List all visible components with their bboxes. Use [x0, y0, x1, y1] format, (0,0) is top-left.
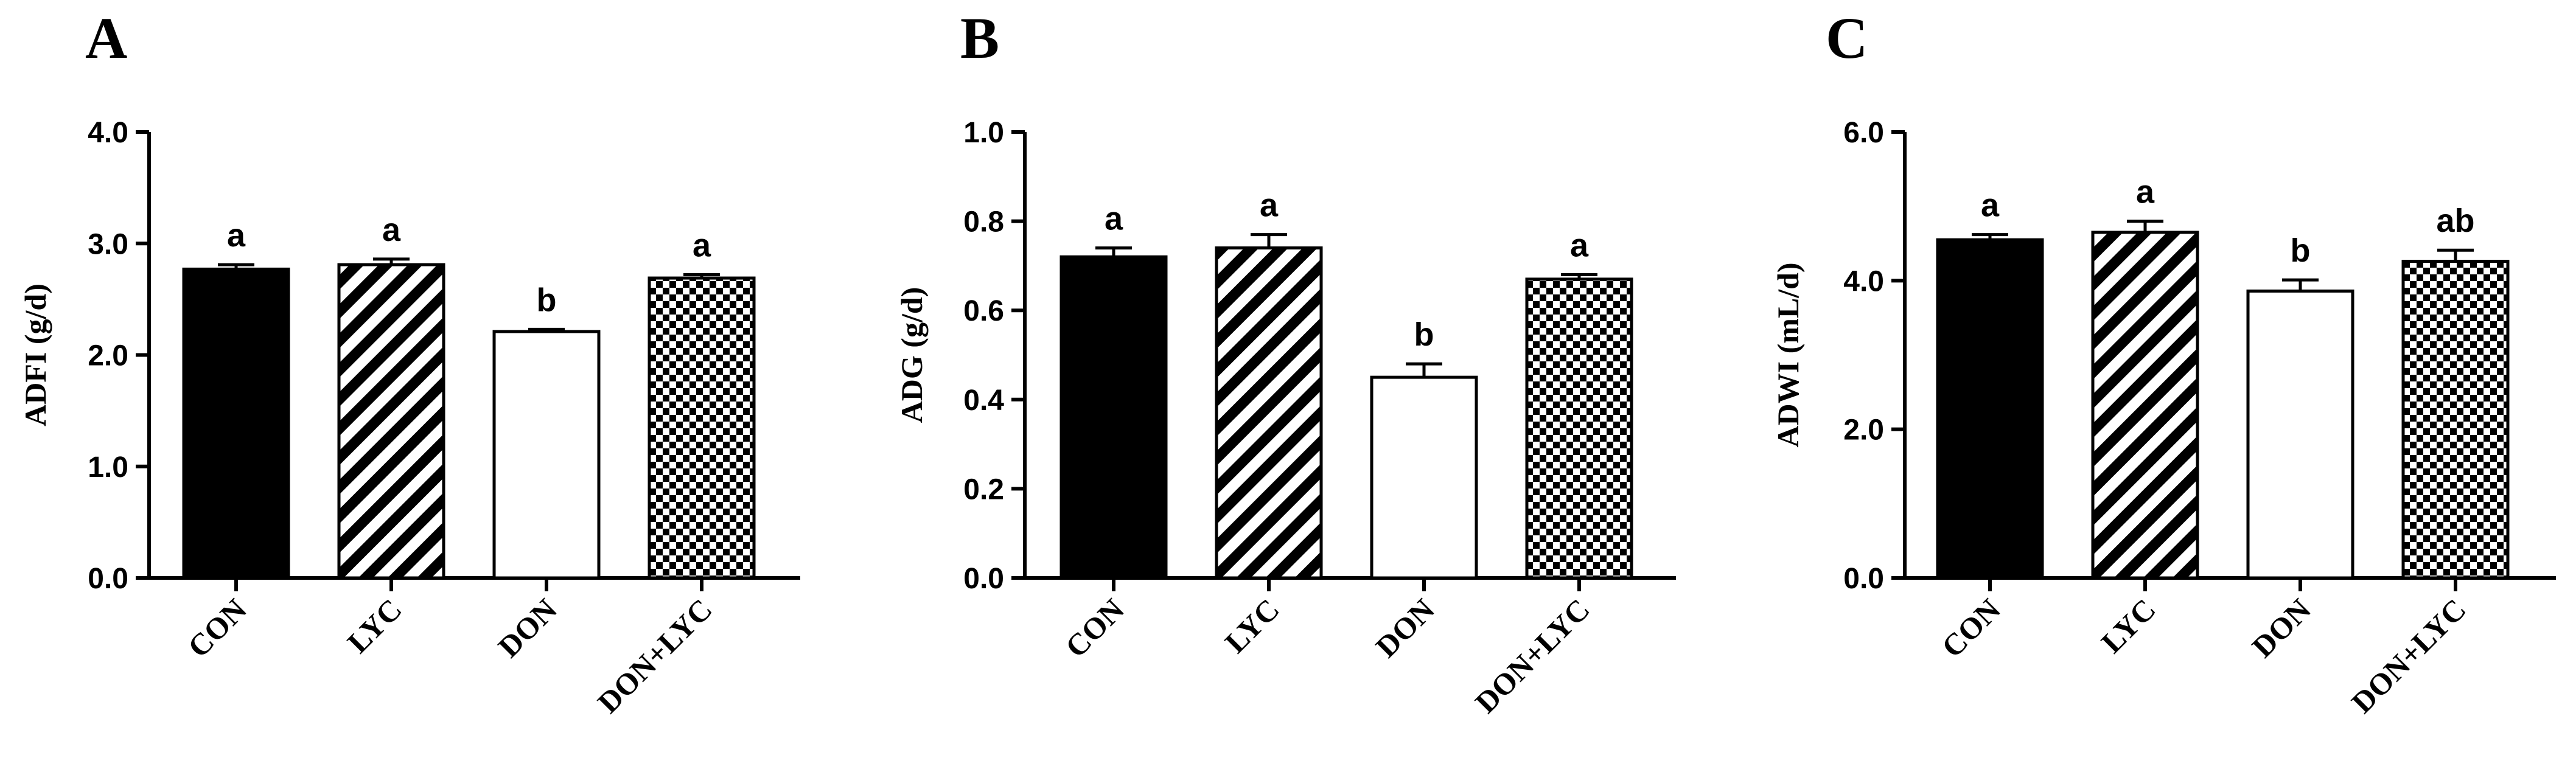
significance-label: a [1260, 187, 1279, 224]
y-tick-label: 4.0 [1843, 265, 1884, 297]
bar-lyc [1215, 246, 1323, 580]
significance-label: a [227, 217, 246, 254]
x-tick-label: DON+LYC [591, 592, 719, 720]
significance-label: a [2136, 174, 2155, 210]
chart-panel-a: A 0.0 1.0 2.0 3.0 4.0 ADFI (g/d) a CON a LYC b DON a D… [18, 5, 800, 720]
x-tick-label: DON+LYC [2345, 592, 2473, 720]
significance-label: ab [2436, 203, 2474, 239]
y-tick-label: 2.0 [1843, 414, 1884, 447]
chart-panel-c: C 0.0 2.0 4.0 6.0 ADWI (mL/d) a CON a LYC b DON ab DO… [1771, 5, 2556, 720]
y-axis-label: ADG (g/d) [895, 287, 929, 423]
bar-con [1936, 238, 2044, 580]
x-tick-label: DON [2246, 592, 2317, 664]
bar-con [1059, 255, 1168, 580]
significance-label: a [382, 212, 401, 248]
y-tick-label: 0.0 [963, 563, 1004, 595]
y-tick-label: 0.4 [963, 384, 1004, 417]
bar-lyc [337, 263, 445, 580]
chart-panel-b: B 0.0 0.2 0.4 0.6 0.8 1.0 ADG (g/d) a CON a LYC b DON… [895, 5, 1676, 720]
y-tick-label: 6.0 [1843, 117, 1884, 149]
y-tick-label: 1.0 [963, 117, 1004, 149]
y-tick-label: 0.8 [963, 206, 1004, 238]
y-tick-label: 0.0 [88, 563, 128, 595]
x-tick-label: CON [181, 592, 253, 664]
bar-don-plus-lyc [2401, 260, 2510, 580]
x-tick-label: LYC [1218, 592, 1286, 659]
significance-label: b [2291, 232, 2311, 269]
x-tick-label: LYC [341, 592, 408, 659]
significance-label: b [1414, 316, 1434, 353]
bar-don-plus-lyc [1525, 277, 1633, 580]
panel-label: C [1826, 5, 1868, 71]
significance-label: a [693, 228, 711, 264]
bar-lyc [2091, 231, 2199, 580]
y-tick-label: 0.6 [963, 295, 1004, 327]
bar-don [492, 330, 601, 580]
x-tick-label: DON [492, 592, 564, 664]
panel-label: B [960, 5, 999, 71]
panel-label: A [85, 5, 127, 71]
x-tick-label: CON [1935, 592, 2007, 664]
y-tick-label: 1.0 [88, 451, 128, 484]
significance-label: b [537, 282, 557, 318]
y-tick-label: 0.0 [1843, 563, 1884, 595]
y-tick-label: 3.0 [88, 228, 128, 260]
y-axis-label: ADFI (g/d) [18, 283, 52, 426]
bar-don-plus-lyc [647, 276, 756, 580]
significance-label: a [1105, 201, 1123, 237]
x-tick-label: LYC [2095, 592, 2162, 659]
bar-don [1370, 375, 1478, 580]
y-axis-label: ADWI (mL/d) [1771, 262, 1805, 447]
y-tick-label: 0.2 [963, 473, 1004, 506]
bar-don [2246, 289, 2354, 580]
y-tick-label: 2.0 [88, 340, 128, 372]
x-tick-label: DON [1369, 592, 1441, 664]
x-tick-label: DON+LYC [1468, 592, 1596, 720]
significance-label: a [1570, 228, 1589, 264]
significance-label: a [1981, 187, 2000, 224]
bar-con [182, 267, 290, 580]
x-tick-label: CON [1059, 592, 1131, 664]
y-tick-label: 4.0 [88, 117, 128, 149]
